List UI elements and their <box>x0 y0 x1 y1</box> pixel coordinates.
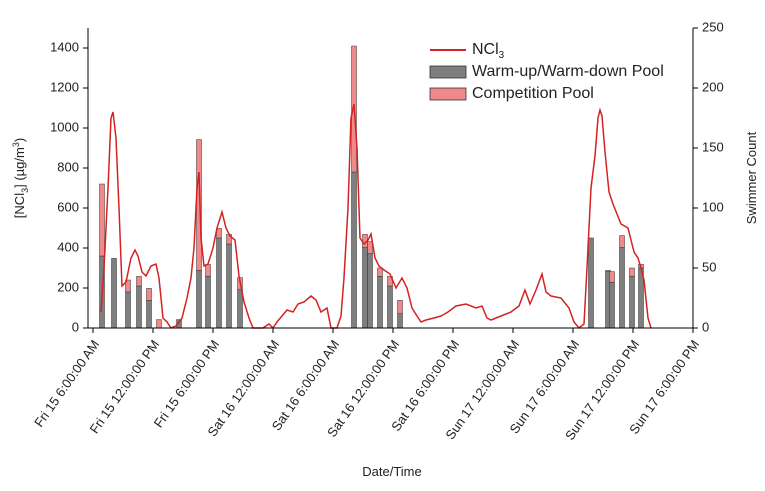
y2-axis-label: Swimmer Count <box>744 131 759 224</box>
bar <box>99 183 105 257</box>
y-tick-label: 1000 <box>50 119 79 134</box>
x-tick-label: Fri 15 6:00:00 AM <box>31 337 102 430</box>
y-label-part: 3 <box>20 188 30 193</box>
y2-tick-label: 50 <box>702 259 716 274</box>
bar <box>609 271 615 283</box>
legend-part: NCl <box>472 41 499 58</box>
bar <box>362 247 368 329</box>
bar <box>387 285 393 329</box>
y-tick-label: 400 <box>57 239 79 254</box>
y2-tick-label: 0 <box>702 319 709 334</box>
bar <box>619 235 625 248</box>
bar <box>605 270 611 272</box>
y-label-part: [NCl <box>12 193 27 218</box>
legend-label: Competition Pool <box>472 85 594 102</box>
bar <box>397 300 403 314</box>
bar <box>111 258 117 329</box>
bar <box>367 253 373 329</box>
bar <box>629 267 635 277</box>
bar <box>125 279 131 293</box>
bar <box>156 319 162 329</box>
bar <box>205 276 211 329</box>
x-tick-label: Sat 16 6:00:00 AM <box>269 337 343 433</box>
legend-label: Warm-up/Warm-down Pool <box>472 63 664 80</box>
bar <box>136 285 142 329</box>
bar <box>216 237 222 329</box>
bar <box>588 237 594 329</box>
y-label-part: ] (µg/m <box>12 147 27 188</box>
bar <box>609 282 615 329</box>
y-tick-label: 800 <box>57 159 79 174</box>
bar <box>377 276 383 329</box>
bar <box>397 313 403 329</box>
bar <box>136 276 142 287</box>
y2-tick-label: 100 <box>702 199 724 214</box>
bar <box>226 243 232 329</box>
bar <box>146 300 152 329</box>
legend-part: 3 <box>499 50 505 61</box>
y-label-part: 3 <box>11 142 21 147</box>
y-tick-label: 600 <box>57 199 79 214</box>
bar <box>629 276 635 329</box>
y2-tick-label: 250 <box>702 19 724 34</box>
bar <box>196 270 202 329</box>
y2-tick-label: 200 <box>702 79 724 94</box>
y2-tick-label: 150 <box>702 139 724 154</box>
x-tick-label: Fri 15 6:00:00 PM <box>151 337 223 430</box>
y-label-part: ) <box>12 138 27 142</box>
bar <box>351 171 357 329</box>
bar <box>367 241 373 254</box>
x-axis-label: Date/Time <box>362 464 421 479</box>
y-axis-label: [NCl3] (µg/m3) <box>11 138 30 218</box>
bar <box>237 289 243 329</box>
legend-label: NCl3 <box>472 41 505 60</box>
bar <box>125 291 131 329</box>
bar <box>377 267 383 277</box>
y-tick-label: 0 <box>72 319 79 334</box>
legend-swatch <box>429 65 467 79</box>
legend-swatch <box>429 87 467 101</box>
bar <box>146 288 152 301</box>
y-tick-label: 200 <box>57 279 79 294</box>
bar <box>205 264 211 277</box>
y-tick-label: 1200 <box>50 79 79 94</box>
bar <box>619 247 625 329</box>
line <box>100 103 652 330</box>
y-tick-label: 1400 <box>50 39 79 54</box>
